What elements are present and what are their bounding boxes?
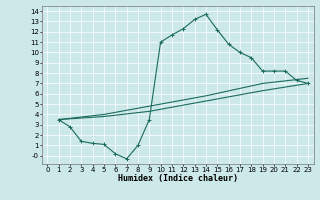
X-axis label: Humidex (Indice chaleur): Humidex (Indice chaleur) [118, 174, 237, 183]
